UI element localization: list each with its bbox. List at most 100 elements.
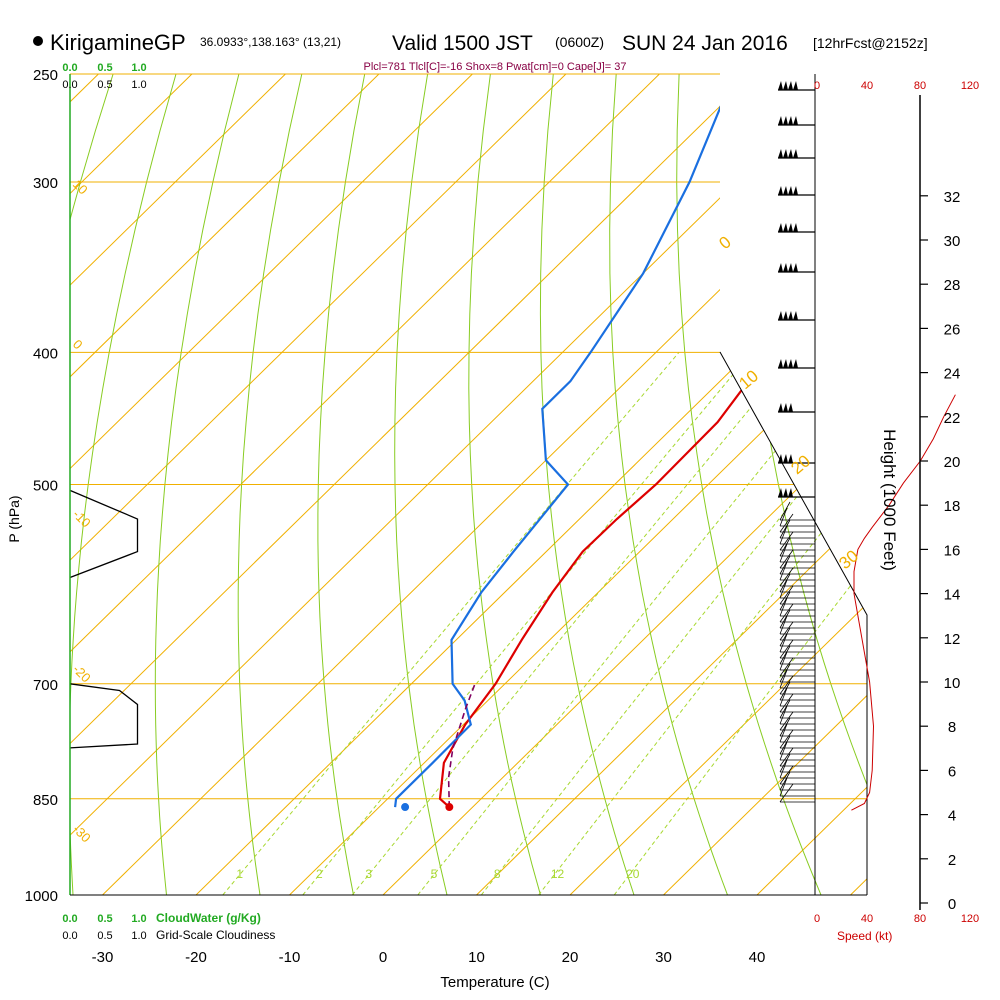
dry-adiabat-line — [468, 74, 541, 895]
isotherm-line — [663, 74, 867, 895]
wind-barb — [779, 525, 815, 545]
wind-barb — [779, 501, 815, 521]
height-tick-label: 0 — [948, 896, 956, 913]
zulu-time: (0600Z) — [555, 34, 604, 50]
dry-adiabat-label: 0 — [715, 232, 734, 253]
height-tick-label: 14 — [944, 587, 961, 604]
wind-barb — [779, 531, 815, 551]
height-tick-label: 4 — [948, 808, 956, 825]
forecast-tag: [12hrFcst@2152z] — [813, 35, 928, 51]
speed-top-label: 80 — [914, 80, 926, 92]
surface-dewpoint-dot — [401, 803, 410, 812]
dry-adiabat-line — [394, 74, 448, 895]
cloud-water-top-label: 1.0 — [131, 62, 146, 74]
wind-barb — [778, 263, 815, 273]
speed-axis-title: Speed (kt) — [837, 929, 892, 943]
speed-top-label: 120 — [961, 80, 979, 92]
dry-adiabat-line — [609, 74, 728, 895]
cloudiness-bottom-label: 0.0 — [62, 930, 77, 942]
wind-barb — [778, 223, 815, 233]
speed-bottom-label: 80 — [914, 913, 926, 925]
wind-barb — [779, 639, 815, 659]
wind-barb — [779, 507, 815, 527]
mixing-ratio-label: 5 — [431, 867, 438, 881]
wind-barb — [779, 633, 815, 653]
cloudiness-title: Grid-Scale Cloudiness — [156, 928, 275, 942]
mixing-ratio-label: 2 — [316, 867, 323, 881]
mixing-ratio-line — [613, 351, 867, 895]
wind-barb — [779, 681, 815, 701]
isotherm-edge-label: -30 — [70, 822, 94, 846]
wind-barb — [779, 555, 815, 575]
temperature-tick-label: 20 — [562, 949, 579, 966]
wind-barb — [779, 777, 815, 797]
temperature-tick-label: 10 — [468, 949, 485, 966]
wind-barb — [779, 549, 815, 569]
cloudiness-profile — [69, 74, 139, 895]
height-tick-label: 32 — [944, 189, 961, 206]
mixing-ratio-line — [222, 351, 680, 895]
isotherm-line — [476, 74, 867, 895]
wind-barb — [779, 561, 815, 581]
isotherm-line — [0, 74, 5, 895]
isotherm-edge-label: -10 — [70, 507, 94, 531]
cloudiness-top-label: 0.0 — [62, 79, 77, 91]
wind-barb — [779, 705, 815, 725]
speed-bottom-label: 40 — [861, 913, 873, 925]
mixing-ratio-label: 3 — [365, 867, 372, 881]
height-tick-label: 30 — [944, 233, 961, 250]
height-tick-label: 12 — [944, 631, 961, 648]
cloudiness-line — [69, 683, 139, 749]
dry-adiabat-line — [994, 74, 1000, 895]
wind-barb — [779, 615, 815, 635]
cloud-water-top-label: 0.0 — [62, 62, 77, 74]
cloud-water-bottom-label: 0.0 — [62, 913, 77, 925]
temperature-tick-label: -30 — [92, 949, 114, 966]
dry-adiabat-line — [931, 74, 1000, 895]
wind-barb — [779, 597, 815, 617]
pressure-tick-label: 1000 — [25, 888, 58, 905]
dry-adiabat-line — [676, 74, 822, 895]
cloudiness-top-label: 1.0 — [131, 79, 146, 91]
height-tick-label: 24 — [944, 366, 961, 383]
wind-barb — [779, 735, 815, 755]
wind-barb — [779, 543, 815, 563]
wind-panel-boundary — [719, 351, 868, 895]
speed-profile — [851, 394, 956, 811]
speed-line — [851, 394, 956, 811]
site-coords: 36.0933°,138.163° (13,21) — [200, 35, 341, 49]
dry-adiabat-label: 10 — [735, 366, 762, 393]
mixing-ratio-label: 12 — [551, 867, 565, 881]
cloud-water-title: CloudWater (g/Kg) — [156, 911, 261, 925]
height-tick-label: 20 — [944, 454, 961, 471]
wind-barb — [779, 519, 815, 539]
mixing-ratio-line — [538, 351, 867, 895]
pressure-tick-label: 250 — [33, 67, 58, 84]
site-bullet — [33, 36, 43, 46]
height-tick-label: 28 — [944, 277, 961, 294]
pressure-tick-label: 300 — [33, 175, 58, 192]
wind-barb — [779, 765, 815, 785]
isotherm-line — [70, 74, 286, 895]
dry-adiabat-line — [539, 74, 635, 895]
wind-barb — [779, 759, 815, 779]
wind-barb — [779, 753, 815, 773]
valid-time: Valid 1500 JST — [392, 32, 533, 55]
dry-adiabat-label: 20 — [787, 451, 814, 478]
pressure-tick-label: 400 — [33, 345, 58, 362]
isotherm-line — [850, 74, 867, 895]
wind-barb — [779, 669, 815, 689]
wind-barb — [779, 537, 815, 557]
wind-barb — [778, 403, 815, 413]
height-tick-label: 18 — [944, 498, 961, 515]
wind-barb — [779, 723, 815, 743]
dry-adiabat-line — [70, 74, 177, 895]
wind-barb — [778, 81, 815, 91]
mixing-ratio-label: 1 — [236, 867, 243, 881]
wind-barb — [779, 651, 815, 671]
isotherm-line — [70, 74, 380, 895]
wind-barb — [779, 645, 815, 665]
height-tick-label: 10 — [944, 675, 961, 692]
height-axis-title: Height (1000 Feet) — [880, 429, 899, 571]
wind-barb — [779, 663, 815, 683]
